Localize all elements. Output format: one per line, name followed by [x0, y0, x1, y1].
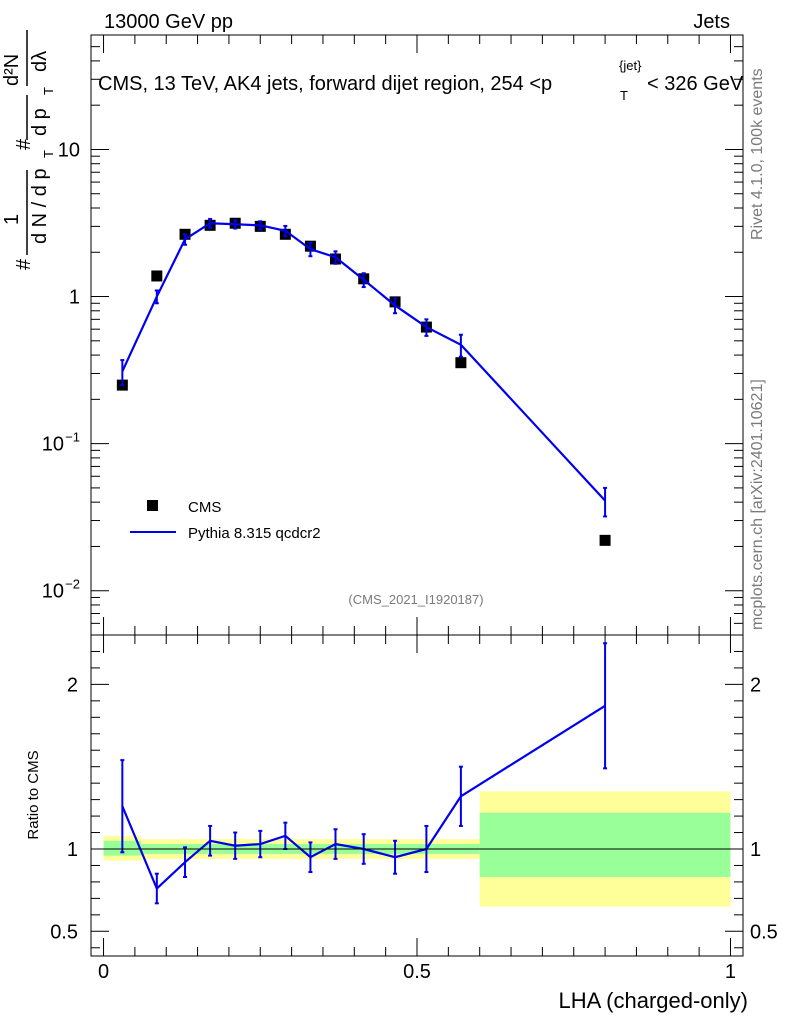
ylabel-t-sub-1: T	[41, 150, 56, 158]
analysis-tag: (CMS_2021_I1920187)	[348, 592, 483, 607]
main-y-axis-label: # 1 d N / d p T # d p T d²N dλ	[1, 30, 56, 270]
ratio-series	[120, 642, 608, 905]
header-process: 13000 GeV pp	[104, 11, 233, 33]
stat-band-2	[479, 812, 731, 877]
cms-point	[151, 270, 163, 282]
ratio-y-axis-label: Ratio to CMS	[25, 750, 42, 839]
ylabel-hash-2: #	[13, 138, 35, 150]
x-tick-label: 0.5	[403, 961, 431, 983]
legend-label-pythia: Pythia 8.315 qcdcr2	[188, 525, 321, 542]
main-y-tick-exponent: −1	[65, 430, 80, 445]
x-axis-ticks: 0 0.5 1	[98, 35, 736, 983]
ylabel-hash: #	[13, 258, 35, 270]
ratio-line	[121, 704, 606, 891]
ratio-y-tick-label: 1	[67, 839, 78, 861]
legend-marker-cms	[147, 500, 158, 511]
x-tick-label: 0	[98, 961, 109, 983]
ylabel-dn-dpt: d N / d p	[29, 168, 51, 244]
main-pad-frame	[90, 34, 744, 636]
ratio-y-tick-label-right: 2	[750, 674, 761, 696]
ylabel-dlambda: dλ	[29, 51, 51, 72]
main-y-tick-label: 1	[69, 287, 80, 309]
cms-data-points	[116, 217, 611, 546]
mcplots-label: mcplots.cern.ch [arXiv:2401.10621]	[749, 379, 766, 630]
plot-title-sup: {jet}	[619, 58, 642, 73]
ratio-y-tick-label: 2	[67, 674, 78, 696]
ylabel-t-sub-2: T	[41, 87, 56, 95]
plot-title-main: CMS, 13 TeV, AK4 jets, forward dijet reg…	[98, 73, 552, 95]
rivet-version-label: Rivet 4.1.0, 100k events	[749, 68, 766, 240]
ylabel-dp: d p	[29, 108, 51, 136]
plot-title-sub: T	[620, 88, 628, 103]
pythia-line	[121, 222, 606, 502]
ylabel-one: 1	[1, 214, 23, 225]
main-y-tick-label: 10	[42, 434, 64, 456]
ratio-y-tick-label: 0.5	[50, 921, 78, 943]
x-tick-label: 1	[725, 961, 736, 983]
ylabel-d2n: d²N	[1, 54, 23, 86]
cms-point	[455, 357, 467, 369]
ratio-y-tick-label-right: 1	[750, 839, 761, 861]
plot-title-tail: < 326 GeV	[647, 73, 744, 95]
main-y-tick-label: 10	[58, 139, 80, 161]
legend-label-cms: CMS	[188, 499, 221, 516]
cms-point	[599, 534, 611, 546]
main-y-tick-label: 10	[42, 581, 64, 603]
header-category: Jets	[693, 11, 730, 33]
legend: CMS Pythia 8.315 qcdcr2	[130, 499, 321, 542]
main-y-tick-exponent: −2	[65, 577, 80, 592]
ratio-y-tick-label-right: 0.5	[750, 921, 778, 943]
pythia-series	[120, 217, 608, 518]
plot-title: CMS, 13 TeV, AK4 jets, forward dijet reg…	[98, 73, 552, 95]
x-axis-label: LHA (charged-only)	[558, 988, 748, 1013]
